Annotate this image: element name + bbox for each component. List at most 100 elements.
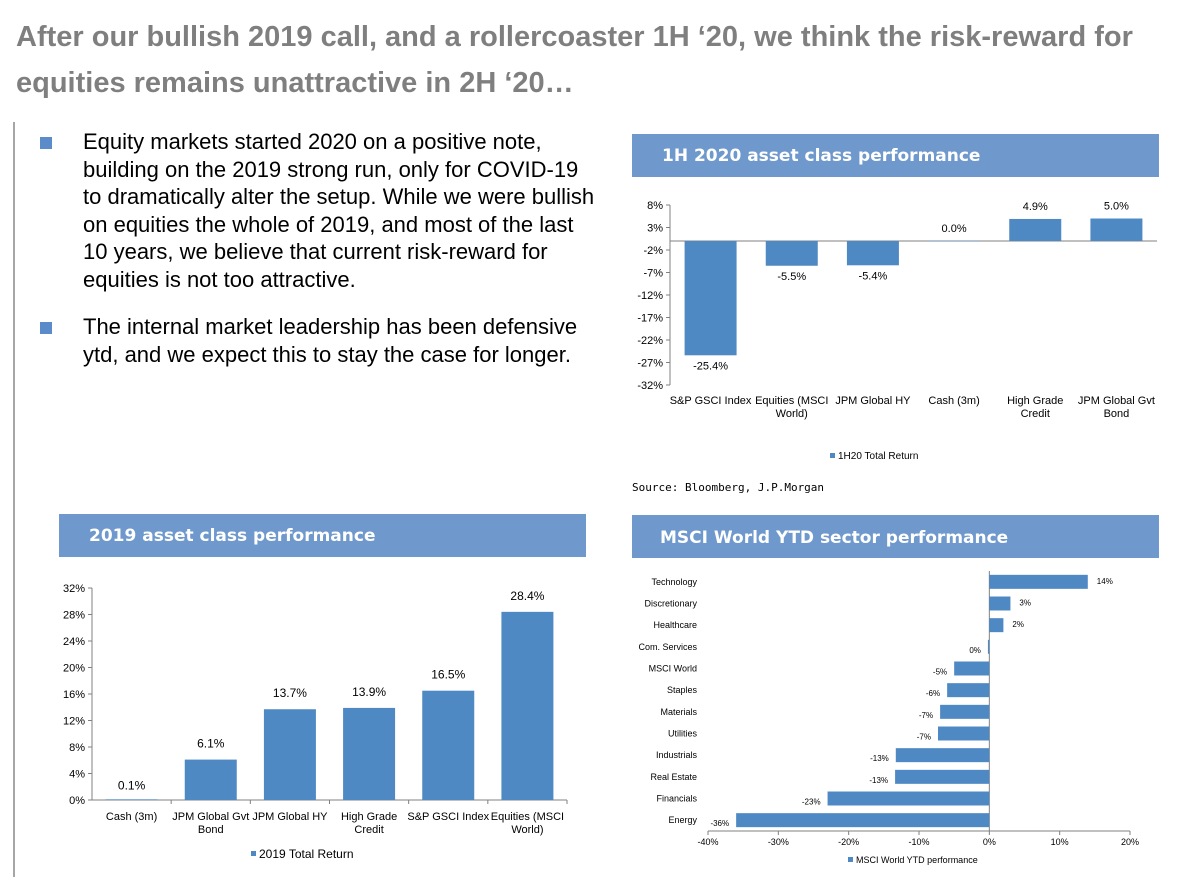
x-tick-label: Equities (MSCI World) xyxy=(491,811,564,836)
x-tick-label: 0% xyxy=(983,837,996,847)
x-tick-label: Equities (MSCI World) xyxy=(755,395,828,420)
y-tick-label: -17% xyxy=(637,313,663,325)
x-tick-label: 10% xyxy=(1051,837,1069,847)
bar xyxy=(928,241,981,242)
data-label: -5% xyxy=(933,668,947,677)
bar xyxy=(263,709,316,800)
data-label: 5.0% xyxy=(1104,201,1129,213)
data-label: -5.5% xyxy=(777,271,806,283)
y-tick-label: 4% xyxy=(69,769,85,781)
bar xyxy=(1009,218,1062,241)
category-label: Staples xyxy=(667,685,698,695)
y-tick-label: 16% xyxy=(63,689,85,701)
legend-label: 2019 Total Return xyxy=(259,847,354,861)
category-label: Healthcare xyxy=(653,620,697,630)
x-tick-label: 20% xyxy=(1121,837,1139,847)
bar xyxy=(827,791,990,806)
x-tick-label: S&P GSCI Index xyxy=(670,395,752,407)
data-label: 0.0% xyxy=(942,223,967,235)
x-tick-label: JPM Global HY xyxy=(835,395,911,407)
bar xyxy=(184,759,237,800)
bar xyxy=(1090,218,1143,241)
x-tick-label: S&P GSCI Index xyxy=(407,811,489,823)
category-label: Technology xyxy=(651,577,697,587)
category-label: Discretionary xyxy=(644,599,697,609)
chart-1h2020-header: 1H 2020 asset class performance xyxy=(632,134,1159,177)
bar xyxy=(895,748,990,763)
data-label: 6.1% xyxy=(197,737,225,751)
category-label: Financials xyxy=(656,794,697,804)
x-tick-label: Cash (3m) xyxy=(106,811,157,823)
source-note: Source: Bloomberg, J.P.Morgan xyxy=(632,481,825,494)
x-tick-label: Cash (3m) xyxy=(928,395,979,407)
bar xyxy=(765,241,818,266)
left-divider xyxy=(13,122,15,877)
data-label: 0% xyxy=(969,646,981,655)
data-label: 2% xyxy=(1012,620,1024,629)
legend-swatch xyxy=(830,453,835,458)
y-tick-label: 12% xyxy=(63,716,85,728)
bar xyxy=(736,813,990,828)
chart-sector: -40% -30% -20% -10% 0% 10% 20% Technology 14% Dis… xyxy=(638,571,1139,865)
y-tick-label: -32% xyxy=(637,380,663,392)
y-tick-label: 8% xyxy=(69,742,85,754)
x-tick-label: -10% xyxy=(908,837,929,847)
bullet-text: Equity markets started 2020 on a positiv… xyxy=(83,129,595,292)
y-tick-label: 3% xyxy=(647,223,663,235)
bar xyxy=(105,799,158,800)
bar xyxy=(989,596,1011,611)
x-tick-label: High Grade Credit xyxy=(341,811,397,836)
data-label: 14% xyxy=(1097,577,1113,586)
category-label: Industrials xyxy=(656,750,698,760)
data-label: 0.1% xyxy=(118,778,146,792)
bullet-square-icon xyxy=(40,137,52,149)
bullet-square-icon xyxy=(40,322,52,334)
bar xyxy=(940,704,990,719)
y-tick-label: -2% xyxy=(643,245,663,257)
bar xyxy=(954,661,990,676)
data-label: 13.9% xyxy=(352,685,386,699)
data-label: -6% xyxy=(926,689,940,698)
slide-title: After our bullish 2019 call, and a rolle… xyxy=(16,21,1133,99)
legend-swatch xyxy=(251,851,256,856)
x-tick-label: -40% xyxy=(697,837,718,847)
bar xyxy=(343,707,396,800)
x-tick-label: JPM Global HY xyxy=(252,811,328,823)
bar xyxy=(501,611,554,800)
bar xyxy=(895,769,990,784)
legend-swatch xyxy=(848,857,853,862)
bar xyxy=(987,639,990,654)
chart-2019: 32% 28% 24% 20% 16% 12% 8% 4% 0% 0.1% Cash (3m) 6.1… xyxy=(63,583,568,861)
bullet-item: The internal market leadership has been … xyxy=(40,313,600,368)
y-tick-label: -27% xyxy=(637,358,663,370)
x-tick-label: JPM Global Gvt Bond xyxy=(172,811,249,836)
y-tick-label: -7% xyxy=(643,268,663,280)
y-tick-label: -12% xyxy=(637,290,663,302)
y-tick-label: 24% xyxy=(63,636,85,648)
data-label: 28.4% xyxy=(510,589,544,603)
bar xyxy=(989,618,1004,633)
y-tick-label: 0% xyxy=(69,795,85,807)
bullet-text: The internal market leadership has been … xyxy=(83,314,578,367)
category-label: Utilities xyxy=(668,729,698,739)
data-label: -36% xyxy=(710,819,729,828)
x-tick-label: -30% xyxy=(768,837,789,847)
chart-2019-header: 2019 asset class performance xyxy=(59,514,586,557)
data-label: 16.5% xyxy=(431,668,465,682)
data-label: -13% xyxy=(869,776,888,785)
bullet-list: Equity markets started 2020 on a positiv… xyxy=(40,128,600,388)
bar xyxy=(684,241,737,356)
y-tick-label: 20% xyxy=(63,663,85,675)
data-label: -25.4% xyxy=(693,360,728,372)
legend-label: MSCI World YTD performance xyxy=(856,855,978,865)
data-label: 4.9% xyxy=(1023,201,1048,213)
bar xyxy=(937,726,990,741)
bar xyxy=(989,574,1088,589)
chart-1h2020: 8% 3% -2% -7% -12% -17% -22% -27% -32% -25.4% S&P … xyxy=(637,200,1157,462)
data-label: 3% xyxy=(1019,599,1031,608)
category-label: Energy xyxy=(668,815,697,825)
y-tick-label: 28% xyxy=(63,610,85,622)
y-tick-label: 8% xyxy=(647,200,663,212)
data-label: -5.4% xyxy=(859,270,888,282)
data-label: 13.7% xyxy=(273,686,307,700)
